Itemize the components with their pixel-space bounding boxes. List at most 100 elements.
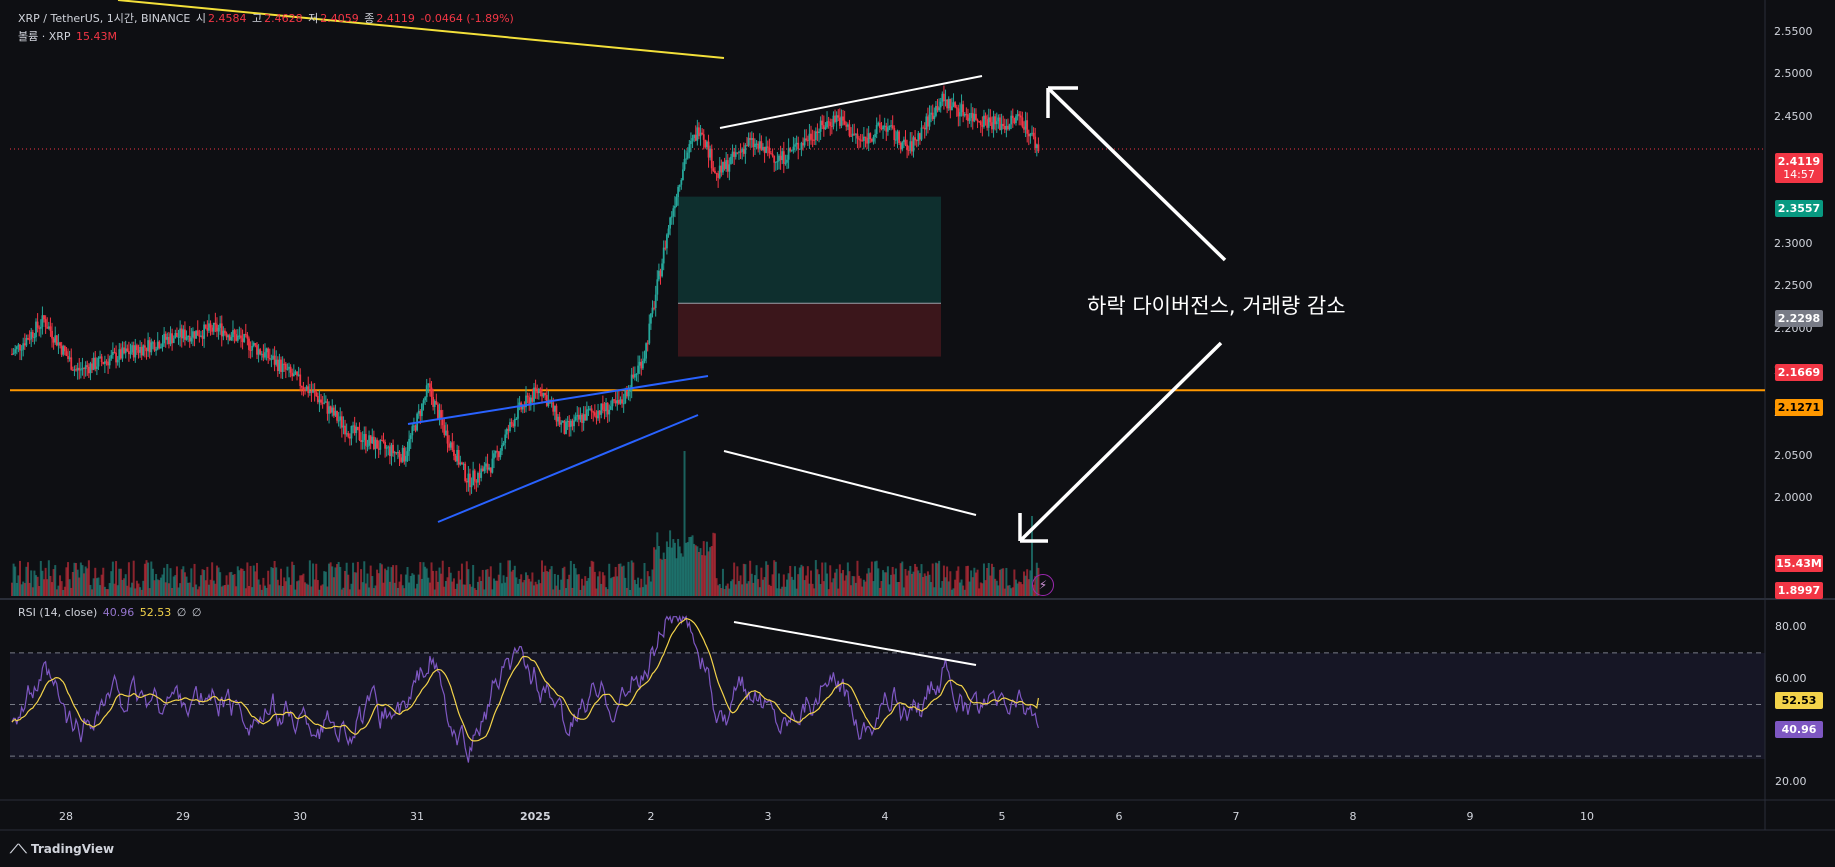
candle-body: [358, 429, 361, 441]
volume-bar: [1027, 579, 1030, 596]
volume-bar: [83, 573, 86, 596]
volume-bar: [183, 572, 186, 596]
volume-bar: [459, 579, 462, 596]
volume-bar: [960, 579, 963, 596]
volume-bar: [645, 584, 648, 596]
candle-body: [57, 342, 60, 346]
volume-bar: [23, 583, 26, 596]
volume-bar: [241, 568, 244, 596]
volume-bar: [582, 585, 585, 596]
volume-bar: [518, 579, 521, 596]
candles-layer: [11, 85, 1040, 496]
candle-body: [805, 138, 808, 141]
candle-body: [635, 373, 638, 375]
candle-body: [875, 124, 878, 135]
volume-bar: [816, 569, 819, 596]
position-tool[interactable]: [678, 196, 941, 357]
candle-body: [963, 113, 966, 116]
candle-body: [345, 433, 348, 435]
candle-body: [778, 155, 780, 162]
tradingview-logo[interactable]: ⟋⟍ TradingView: [10, 842, 114, 857]
volume-bar: [25, 566, 28, 596]
volume-bar: [225, 575, 228, 596]
volume-bar: [829, 565, 832, 596]
volume-bar: [595, 588, 598, 596]
candle-body: [983, 115, 985, 127]
drawings-layer[interactable]: [117, 0, 1227, 666]
volume-bar: [581, 578, 584, 596]
candle-body: [856, 133, 859, 139]
candle-body: [563, 420, 566, 434]
arrow-up-head: [1046, 86, 1078, 118]
time-tick-label: 8: [1349, 810, 1357, 823]
candle-body: [265, 348, 268, 353]
candle-body: [629, 390, 631, 392]
volume-bar: [332, 577, 335, 596]
volume-bar: [467, 569, 470, 596]
candle-body: [906, 144, 908, 150]
candle-body: [102, 362, 105, 364]
candle-body: [723, 161, 726, 169]
volume-legend: 볼륨 · XRP 15.43M: [18, 28, 119, 44]
channel-lower-line: [437, 414, 699, 523]
volume-bar: [214, 583, 217, 596]
lightning-icon[interactable]: ⚡: [1032, 574, 1054, 596]
candle-body: [736, 152, 739, 154]
candle-body: [1000, 123, 1003, 131]
volume-bar: [761, 579, 764, 596]
volume-bar: [739, 575, 742, 596]
candle-body: [92, 357, 95, 370]
volume-bar: [858, 575, 861, 596]
volume-bar: [936, 563, 939, 596]
volume-bar: [151, 568, 154, 596]
volume-bar: [982, 563, 985, 596]
candle-body: [15, 346, 18, 350]
annotation-text[interactable]: 하락 다이버전스, 거래량 감소: [1087, 294, 1346, 318]
volume-bar: [978, 588, 981, 596]
candle-body: [1023, 126, 1025, 130]
volume-bar: [409, 575, 412, 596]
volume-bar: [267, 570, 270, 596]
rsi-tick-label: 80.00: [1775, 620, 1807, 633]
candle-body: [603, 409, 606, 412]
candle-body: [233, 330, 236, 335]
candle-body: [251, 345, 254, 351]
candle-body: [198, 335, 201, 337]
volume-bar: [444, 580, 447, 596]
candle-body: [568, 420, 571, 427]
candle-body: [714, 170, 716, 174]
candle-body: [965, 113, 968, 115]
candle-body: [281, 363, 284, 372]
volume-bar: [199, 575, 202, 596]
volume-bar: [1003, 588, 1006, 596]
candle-body: [818, 131, 820, 133]
candle-body: [837, 115, 840, 118]
volume-bar: [944, 577, 947, 596]
volume-bar: [689, 536, 692, 596]
candle-body: [397, 451, 399, 454]
volume-bar: [592, 561, 595, 596]
support-badge: 2.1271: [1775, 399, 1823, 416]
candle-body: [11, 353, 13, 355]
candle-body: [180, 328, 183, 339]
volume-bar: [528, 578, 531, 596]
volume-bar: [166, 564, 169, 596]
candle-body: [384, 442, 386, 449]
candle-body: [220, 323, 223, 337]
candle-body: [880, 127, 883, 130]
candle-body: [1019, 115, 1022, 118]
time-tick-label: 28: [59, 810, 73, 823]
candle-body: [329, 406, 332, 413]
volume-bar: [452, 578, 455, 596]
volume-bar: [539, 583, 542, 596]
volume-bar: [123, 578, 126, 596]
candle-body: [843, 120, 846, 125]
candle-body: [111, 352, 114, 355]
volume-bar: [308, 560, 311, 596]
candle-body: [840, 116, 843, 126]
candle-body: [637, 365, 639, 374]
volume-bar: [697, 551, 700, 596]
candle-body: [160, 346, 162, 348]
candle-body: [827, 121, 830, 123]
